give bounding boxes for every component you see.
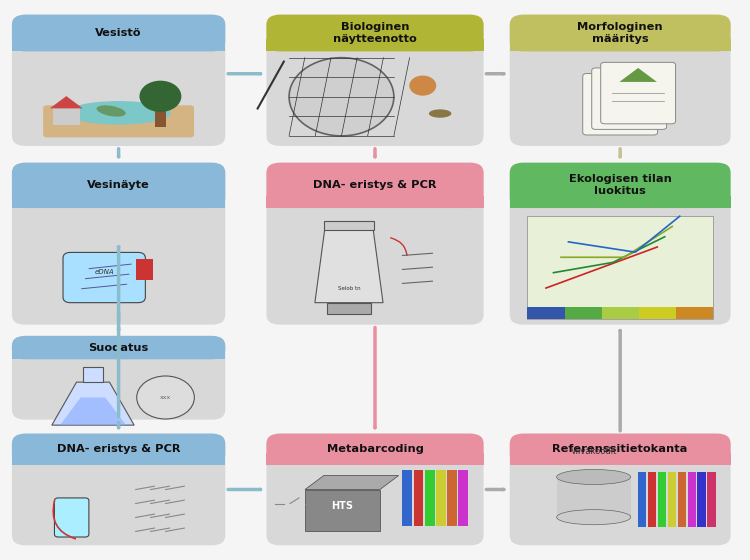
Bar xyxy=(648,472,656,528)
Text: Viivakoodit: Viivakoodit xyxy=(571,447,616,456)
Bar xyxy=(53,109,80,125)
Bar xyxy=(266,39,484,52)
Bar xyxy=(458,470,468,526)
FancyBboxPatch shape xyxy=(266,15,484,52)
FancyBboxPatch shape xyxy=(266,163,484,325)
Text: HTS: HTS xyxy=(332,501,353,511)
Bar xyxy=(510,453,730,465)
FancyBboxPatch shape xyxy=(12,433,225,545)
Circle shape xyxy=(140,81,182,112)
FancyBboxPatch shape xyxy=(12,336,225,419)
Text: eDNA: eDNA xyxy=(94,269,114,275)
Polygon shape xyxy=(315,230,383,302)
Polygon shape xyxy=(610,73,648,87)
FancyBboxPatch shape xyxy=(266,163,484,208)
Bar xyxy=(447,470,457,526)
FancyBboxPatch shape xyxy=(12,15,225,146)
Text: Biologinen
näytteenotto: Biologinen näytteenotto xyxy=(333,22,417,44)
FancyBboxPatch shape xyxy=(510,433,730,465)
FancyBboxPatch shape xyxy=(44,105,194,137)
Bar xyxy=(676,306,713,319)
Polygon shape xyxy=(52,382,134,425)
Text: Vesistö: Vesistö xyxy=(95,28,142,38)
Bar xyxy=(266,453,484,465)
Text: Referenssitietokanta: Referenssitietokanta xyxy=(553,444,688,454)
Bar xyxy=(565,306,602,319)
Bar xyxy=(556,515,631,517)
Text: Vesinäyte: Vesinäyte xyxy=(87,180,150,190)
FancyBboxPatch shape xyxy=(266,433,484,465)
Ellipse shape xyxy=(556,510,631,525)
Bar xyxy=(324,221,374,230)
Ellipse shape xyxy=(66,101,171,125)
Circle shape xyxy=(410,76,436,96)
Bar xyxy=(327,302,370,314)
Bar xyxy=(677,472,686,528)
FancyBboxPatch shape xyxy=(510,15,730,146)
Circle shape xyxy=(289,58,394,136)
Bar xyxy=(707,472,716,528)
Bar xyxy=(12,347,225,360)
Bar xyxy=(527,306,565,319)
Bar xyxy=(639,306,676,319)
Bar xyxy=(82,367,104,382)
Bar xyxy=(668,472,676,528)
Bar xyxy=(305,489,380,531)
FancyBboxPatch shape xyxy=(601,62,676,124)
FancyBboxPatch shape xyxy=(63,253,146,302)
Bar xyxy=(12,453,225,465)
Text: Suodatus: Suodatus xyxy=(88,343,148,353)
Bar xyxy=(436,470,445,526)
FancyBboxPatch shape xyxy=(592,68,667,129)
Bar xyxy=(698,472,706,528)
FancyBboxPatch shape xyxy=(12,163,225,208)
Bar xyxy=(424,470,434,526)
Bar xyxy=(658,472,666,528)
Bar xyxy=(527,216,713,319)
Text: Metabarcoding: Metabarcoding xyxy=(326,444,424,454)
FancyBboxPatch shape xyxy=(266,433,484,545)
FancyBboxPatch shape xyxy=(583,73,658,135)
Bar xyxy=(155,105,166,127)
Ellipse shape xyxy=(429,109,451,118)
Polygon shape xyxy=(602,79,639,93)
Bar xyxy=(688,472,696,528)
FancyBboxPatch shape xyxy=(510,163,730,325)
Text: Selob tn: Selob tn xyxy=(338,286,360,291)
Ellipse shape xyxy=(556,469,631,484)
Bar xyxy=(413,470,423,526)
Text: xxx: xxx xyxy=(160,395,171,400)
Bar xyxy=(136,259,153,281)
Bar xyxy=(638,472,646,528)
FancyBboxPatch shape xyxy=(12,336,225,360)
FancyBboxPatch shape xyxy=(12,15,225,52)
Bar xyxy=(266,196,484,208)
Bar xyxy=(602,306,639,319)
Polygon shape xyxy=(620,68,657,82)
Ellipse shape xyxy=(97,105,126,116)
FancyBboxPatch shape xyxy=(266,15,484,146)
Circle shape xyxy=(136,376,194,419)
FancyBboxPatch shape xyxy=(510,15,730,52)
Polygon shape xyxy=(50,96,82,109)
Polygon shape xyxy=(305,475,398,489)
Bar xyxy=(12,39,225,52)
Bar xyxy=(402,470,412,526)
Bar xyxy=(556,477,631,517)
Text: Ekologisen tilan
luokitus: Ekologisen tilan luokitus xyxy=(568,174,671,197)
FancyBboxPatch shape xyxy=(510,163,730,208)
Bar xyxy=(510,196,730,208)
Polygon shape xyxy=(60,398,126,425)
FancyBboxPatch shape xyxy=(12,433,225,465)
Text: DNA- eristys & PCR: DNA- eristys & PCR xyxy=(314,180,436,190)
FancyBboxPatch shape xyxy=(510,433,730,545)
FancyBboxPatch shape xyxy=(55,498,89,537)
FancyBboxPatch shape xyxy=(12,163,225,325)
Bar xyxy=(12,196,225,208)
Bar xyxy=(510,39,730,52)
Text: DNA- eristys & PCR: DNA- eristys & PCR xyxy=(57,444,180,454)
Text: Morfologinen
määritys: Morfologinen määritys xyxy=(578,22,663,44)
